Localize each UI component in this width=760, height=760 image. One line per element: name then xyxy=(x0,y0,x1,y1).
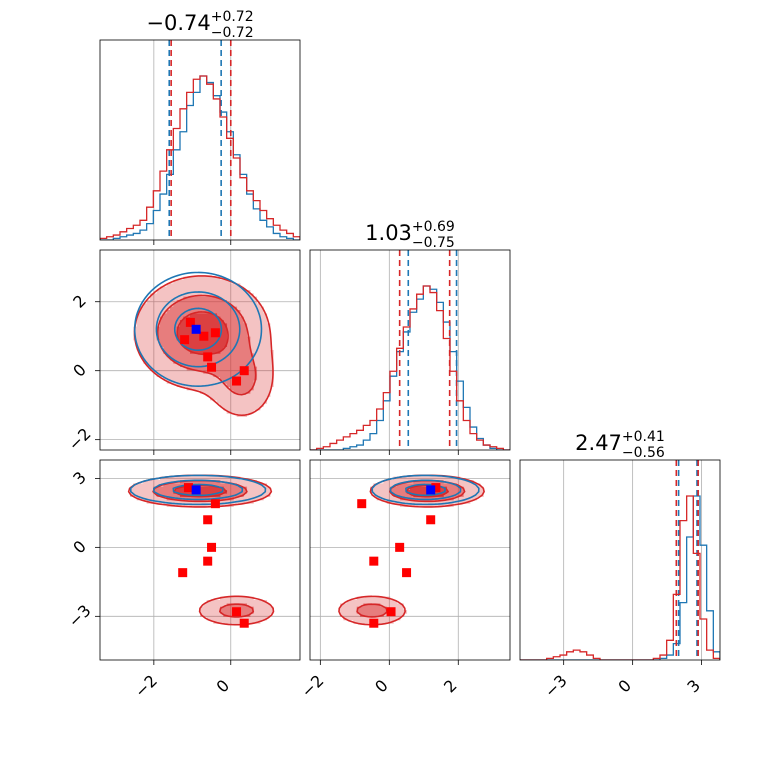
histogram-and-contour-layer xyxy=(100,40,720,660)
marker-red xyxy=(178,568,188,578)
x-tick-label: −2 xyxy=(131,671,161,701)
panel-frame xyxy=(99,459,301,661)
y-tick-label: −3 xyxy=(65,601,95,631)
marker-red xyxy=(180,335,190,345)
histogram-blue xyxy=(310,285,510,450)
title-center-value: 2.47 xyxy=(575,431,622,455)
x-tick-label: 2 xyxy=(440,676,461,697)
panel-title: 1.03+0.69 −0.75 xyxy=(365,219,455,251)
y-tick-label: 2 xyxy=(69,291,90,312)
marker-red xyxy=(369,618,379,628)
marker-red xyxy=(207,362,217,372)
histogram-red xyxy=(100,75,300,240)
contour-blue xyxy=(172,483,224,497)
contour-blue xyxy=(133,271,263,387)
marker-red xyxy=(232,607,242,617)
density-fill-level-1 xyxy=(356,480,464,618)
y-tick-label: 0 xyxy=(69,360,90,381)
marker-red xyxy=(203,515,213,525)
panel-frame xyxy=(519,459,721,661)
marker-red xyxy=(185,317,195,327)
marker-red xyxy=(402,568,412,578)
panel-frame xyxy=(309,459,511,661)
x-tick-label: −2 xyxy=(297,671,327,701)
density-fill-level-0 xyxy=(130,476,274,624)
panel-frame xyxy=(99,39,301,241)
histogram-blue xyxy=(520,495,720,660)
marker-red xyxy=(207,542,217,552)
marker-red xyxy=(203,352,213,362)
x-tick-label: −3 xyxy=(541,671,571,701)
contour-blue xyxy=(153,479,244,501)
marker-red xyxy=(199,331,209,341)
panel-frame xyxy=(309,249,511,451)
marker-red xyxy=(232,376,242,386)
title-plus-error: +0.69 xyxy=(412,219,455,235)
marker-blue xyxy=(426,485,436,495)
histogram-red xyxy=(310,285,510,450)
frame-layer xyxy=(95,39,721,665)
marker-red xyxy=(210,499,220,509)
x-tick-label: 3 xyxy=(683,676,704,697)
x-tick-label: 0 xyxy=(614,676,635,697)
marker-red xyxy=(357,499,367,509)
marker-red xyxy=(210,328,220,338)
marker-red xyxy=(426,515,436,525)
histogram-red xyxy=(520,495,720,660)
title-minus-error: −0.72 xyxy=(211,25,254,41)
x-tick-label: 0 xyxy=(371,676,392,697)
y-tick-label: 0 xyxy=(69,537,90,558)
marker-layer xyxy=(178,317,441,628)
x-tick-label: 0 xyxy=(213,676,234,697)
marker-red xyxy=(203,556,213,566)
marker-red xyxy=(183,483,193,493)
marker-red xyxy=(239,366,249,376)
contour-red xyxy=(133,275,274,417)
panel-title: 2.47+0.41 −0.56 xyxy=(575,429,665,461)
contour-blue xyxy=(129,474,267,506)
contour-blue xyxy=(173,307,223,352)
contour-blue xyxy=(371,474,480,506)
title-plus-error: +0.41 xyxy=(622,429,665,445)
panel-frame xyxy=(99,249,301,451)
y-tick-label: 3 xyxy=(69,468,90,489)
marker-red xyxy=(395,542,405,552)
marker-blue xyxy=(191,324,201,334)
contour-blue xyxy=(155,291,241,368)
y-tick-label: −2 xyxy=(65,424,95,454)
marker-red xyxy=(369,556,379,566)
histogram-blue xyxy=(100,75,300,240)
marker-red xyxy=(386,607,396,617)
title-minus-error: −0.75 xyxy=(412,235,455,251)
title-minus-error: −0.56 xyxy=(622,445,665,461)
contour-blue xyxy=(389,479,462,501)
title-center-value: 1.03 xyxy=(365,221,412,245)
marker-red xyxy=(239,618,249,628)
panel-title: −0.74+0.72 −0.72 xyxy=(146,9,253,41)
title-plus-error: +0.72 xyxy=(211,9,254,25)
marker-red xyxy=(431,483,441,493)
title-center-value: −0.74 xyxy=(146,11,210,35)
marker-blue xyxy=(191,485,201,495)
